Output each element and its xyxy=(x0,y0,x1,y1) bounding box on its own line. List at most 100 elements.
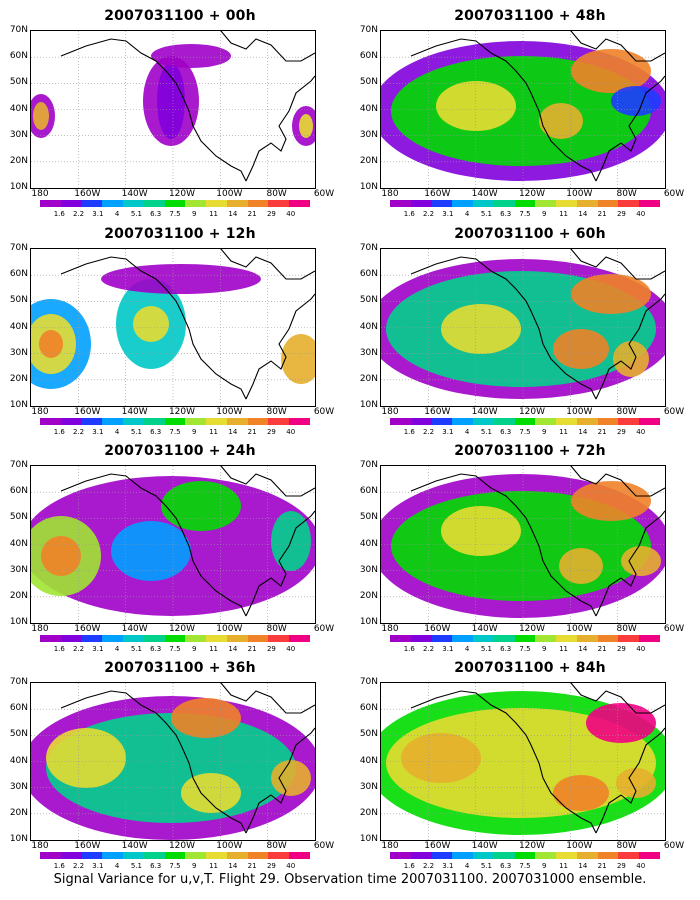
colorbar-label: 3.1 xyxy=(92,428,104,436)
colorbar-label: 4 xyxy=(464,862,470,870)
colorbar-label: 7.5 xyxy=(169,645,181,653)
colorbar-label: 5.1 xyxy=(130,862,142,870)
colorbar-swatch xyxy=(390,852,411,859)
colorbar-swatch xyxy=(493,200,515,207)
map-frame xyxy=(30,30,316,189)
colorbar-swatch xyxy=(431,852,453,859)
colorbar-labels: 1.6 2.2 3.1 4 5.1 6.3 7.5 9 11 14 21 29 40 xyxy=(40,210,310,220)
colorbar-swatch xyxy=(123,418,144,425)
panel-title: 2007031100 + 48h xyxy=(454,8,606,24)
colorbar-label: 7.5 xyxy=(519,862,531,870)
variance-region xyxy=(441,506,521,556)
map-panel: 2007031100 + 72h 70N 60N 50N 40N 30N 20N 10N 180… xyxy=(360,443,684,658)
colorbar-label: 7.5 xyxy=(169,210,181,218)
colorbar-swatch xyxy=(556,635,577,642)
colorbar-label: 14 xyxy=(578,645,588,653)
colorbar-labels: 1.6 2.2 3.1 4 5.1 6.3 7.5 9 11 14 21 29 40 xyxy=(390,862,660,872)
coastline xyxy=(60,31,315,182)
latitude-label: 60N xyxy=(9,486,28,497)
colorbar-swatch xyxy=(81,418,103,425)
colorbar-label: 1.6 xyxy=(53,210,65,218)
colorbar-label: 14 xyxy=(578,428,588,436)
longitude-label: 120W xyxy=(518,624,546,634)
longitude-label: 180 xyxy=(31,841,49,851)
colorbar-swatch xyxy=(143,200,165,207)
colorbar-swatch xyxy=(597,200,619,207)
longitude-label: 100W xyxy=(566,624,593,634)
colorbar-label: 3.1 xyxy=(442,428,454,436)
latitude-label: 10N xyxy=(9,182,28,192)
longitude-label: 100W xyxy=(566,189,593,199)
figure-caption: Signal Variance for u,v,T. Flight 29. Ob… xyxy=(53,872,647,887)
latitude-label: 70N xyxy=(9,460,28,470)
colorbar-swatch xyxy=(289,852,310,859)
variance-region xyxy=(299,114,313,138)
longitude-label: 80W xyxy=(266,407,287,417)
longitude-label: 140W xyxy=(121,407,148,417)
longitude-label: 80W xyxy=(616,189,637,199)
longitude-label: 160W xyxy=(424,841,451,851)
latitude-label: 30N xyxy=(359,564,378,575)
colorbar-label: 29 xyxy=(616,645,626,653)
variance-region xyxy=(571,274,651,314)
coastline xyxy=(410,466,665,617)
longitude-label: 100W xyxy=(566,841,593,851)
colorbar-label: 1.6 xyxy=(403,862,415,870)
latitude-label: 60N xyxy=(9,269,28,280)
colorbar-swatch xyxy=(535,200,557,207)
latitude-label: 50N xyxy=(9,729,28,740)
colorbar-label: 29 xyxy=(616,428,626,436)
colorbar-swatch xyxy=(40,200,61,207)
colorbar-label: 14 xyxy=(578,862,588,870)
colorbar-swatch xyxy=(247,418,269,425)
colorbar-label: 6.3 xyxy=(150,428,162,436)
colorbar-swatch xyxy=(452,635,474,642)
latitude-label: 60N xyxy=(9,703,28,714)
latitude-label: 70N xyxy=(359,243,378,253)
colorbar xyxy=(390,418,660,425)
variance-region xyxy=(553,329,609,369)
longitude-label: 80W xyxy=(616,624,637,634)
latitude-label: 50N xyxy=(9,512,28,523)
colorbar-labels: 1.6 2.2 3.1 4 5.1 6.3 7.5 9 11 14 21 29 40 xyxy=(40,645,310,655)
map-frame xyxy=(30,248,316,407)
variance-region xyxy=(111,521,191,581)
latitude-label: 60N xyxy=(359,269,378,280)
colorbar-label: 6.3 xyxy=(500,645,512,653)
latitude-label: 70N xyxy=(9,243,28,253)
colorbar-labels: 1.6 2.2 3.1 4 5.1 6.3 7.5 9 11 14 21 29 40 xyxy=(390,428,660,438)
longitude-label: 120W xyxy=(168,407,196,417)
longitude-label: 80W xyxy=(266,841,287,851)
colorbar-swatch xyxy=(226,852,248,859)
colorbar xyxy=(40,418,310,425)
colorbar-swatch xyxy=(143,418,165,425)
colorbar-label: 6.3 xyxy=(500,428,512,436)
colorbar xyxy=(40,200,310,207)
colorbar-swatch xyxy=(247,635,269,642)
colorbar-label: 29 xyxy=(266,428,276,436)
longitude-label: 80W xyxy=(616,407,637,417)
map-panel: 2007031100 + 00h 70N 60N 50N 40N 30N 20N 10N 180… xyxy=(10,8,334,223)
variance-region xyxy=(46,728,126,788)
colorbar-swatch xyxy=(185,418,207,425)
latitude-label: 30N xyxy=(359,781,378,792)
colorbar-label: 21 xyxy=(597,862,607,870)
colorbar-swatch xyxy=(556,852,577,859)
colorbar-label: 11 xyxy=(209,645,219,653)
variance-region xyxy=(271,760,311,796)
coastline xyxy=(410,249,665,400)
colorbar-label: 14 xyxy=(228,645,238,653)
colorbar-label: 7.5 xyxy=(169,862,181,870)
map-panel: 2007031100 + 24h 70N 60N 50N 40N 30N 20N 10N 180… xyxy=(10,443,334,658)
colorbar-label: 40 xyxy=(636,428,646,436)
coastline xyxy=(410,31,665,182)
colorbar-labels: 1.6 2.2 3.1 4 5.1 6.3 7.5 9 11 14 21 29 40 xyxy=(40,862,310,872)
latitude-label: 20N xyxy=(359,155,378,166)
latitude-label: 30N xyxy=(9,564,28,575)
longitude-label: 140W xyxy=(471,624,498,634)
map-panel: 2007031100 + 60h 70N 60N 50N 40N 30N 20N 10N 180… xyxy=(360,226,684,441)
longitude-label: 80W xyxy=(616,841,637,851)
longitude-label: 80W xyxy=(266,189,287,199)
colorbar-swatch xyxy=(618,635,640,642)
variance-region xyxy=(281,334,315,384)
